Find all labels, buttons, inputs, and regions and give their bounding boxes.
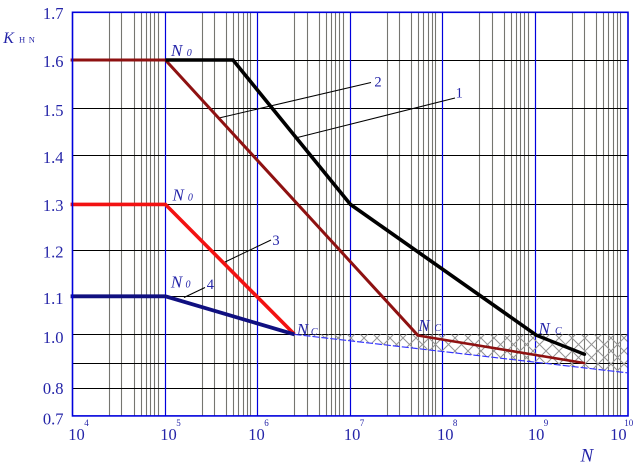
svg-text:3: 3 (272, 233, 279, 249)
svg-text:C: C (311, 327, 318, 338)
svg-text:N: N (172, 185, 186, 204)
svg-text:N: N (296, 320, 310, 339)
svg-text:5: 5 (176, 418, 181, 428)
svg-text:0: 0 (188, 192, 193, 203)
svg-text:10: 10 (610, 425, 627, 444)
svg-text:4: 4 (207, 277, 215, 293)
svg-text:6: 6 (264, 418, 269, 428)
svg-text:1.5: 1.5 (43, 101, 64, 120)
svg-text:8: 8 (453, 418, 458, 428)
svg-text:9: 9 (544, 418, 549, 428)
svg-text:N: N (538, 319, 552, 338)
svg-text:0: 0 (186, 279, 191, 290)
svg-text:N: N (417, 316, 431, 335)
svg-text:10: 10 (624, 418, 634, 428)
svg-text:10: 10 (68, 425, 85, 444)
svg-text:C: C (555, 326, 562, 337)
svg-text:10: 10 (160, 425, 177, 444)
svg-text:1.0: 1.0 (43, 328, 64, 347)
svg-text:10: 10 (344, 425, 361, 444)
svg-text:4: 4 (84, 418, 89, 428)
svg-text:10: 10 (528, 425, 545, 444)
svg-text:1.1: 1.1 (43, 289, 64, 308)
svg-text:0.7: 0.7 (43, 410, 64, 429)
svg-text:0: 0 (187, 48, 192, 59)
svg-text:0.8: 0.8 (43, 379, 64, 398)
svg-text:1.4: 1.4 (43, 148, 64, 167)
svg-text:H: H (19, 34, 25, 44)
svg-text:1.2: 1.2 (43, 243, 64, 262)
svg-text:K: K (2, 30, 15, 47)
svg-text:10: 10 (248, 425, 264, 444)
svg-text:1: 1 (456, 85, 463, 101)
svg-text:1.3: 1.3 (43, 196, 64, 215)
svg-text:10: 10 (437, 425, 454, 444)
svg-text:N: N (580, 445, 595, 465)
svg-text:N: N (170, 272, 184, 291)
svg-text:7: 7 (360, 418, 365, 428)
svg-text:1.7: 1.7 (43, 4, 64, 23)
svg-text:N: N (170, 41, 184, 60)
svg-text:C: C (434, 323, 441, 334)
svg-text:1.6: 1.6 (43, 52, 64, 71)
svg-text:N: N (29, 34, 35, 44)
svg-text:2: 2 (374, 74, 381, 90)
